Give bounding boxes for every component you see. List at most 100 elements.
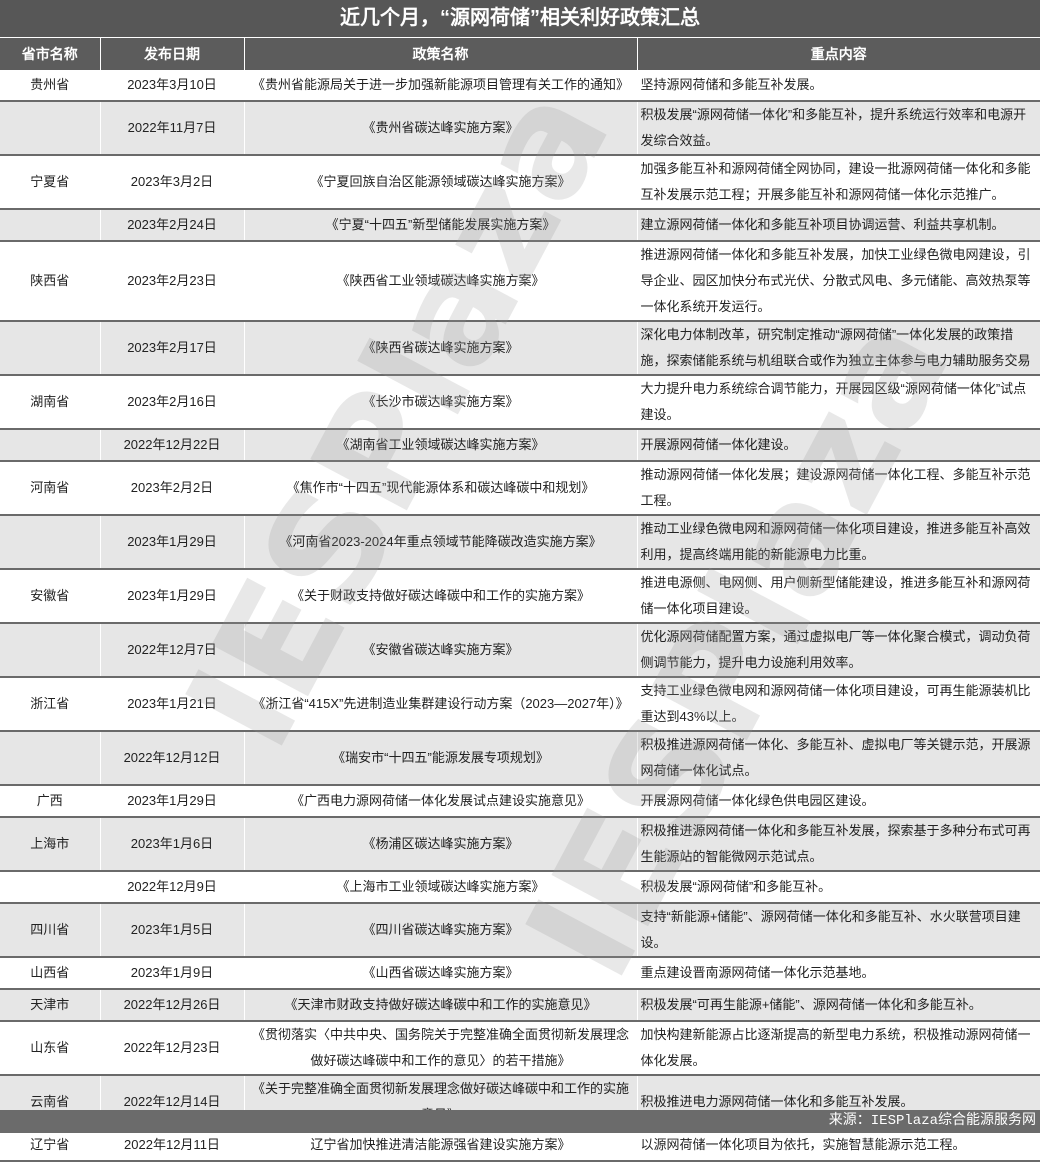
table-row: 2022年12月12日 《瑞安市“十四五”能源发展专项规划》 积极推进源网荷储一体化… xyxy=(0,731,1040,786)
cell-content: 加快构建新能源占比逐渐提高的新型电力系统，积极推动源网荷储一体化发展。 xyxy=(637,1021,1040,1076)
cell-province: 贵州省 xyxy=(0,70,101,102)
cell-province: 河南省 xyxy=(0,461,101,516)
cell-province: 安徽省 xyxy=(0,569,101,624)
table-row: 2022年11月7日 《贵州省碳达峰实施方案》 积极发展“源网荷储一体化”和多能互补… xyxy=(0,101,1040,156)
cell-policy: 《焦作市“十四五”现代能源体系和碳达峰碳中和规划》 xyxy=(244,461,638,516)
cell-province: 湖南省 xyxy=(0,375,101,430)
cell-date: 2023年1月29日 xyxy=(100,515,245,570)
cell-province: 四川省 xyxy=(0,903,101,958)
table-row: 贵州省 2023年3月10日 《贵州省能源局关于进一步加强新能源项目管理有关工作的通… xyxy=(0,70,1040,102)
header-content: 重点内容 xyxy=(637,38,1040,70)
cell-content: 深化电力体制改革，研究制定推动“源网荷储”一体化发展的政策措施，探索储能系统与机… xyxy=(637,321,1040,376)
cell-province: 辽宁省 xyxy=(0,1129,101,1162)
cell-province xyxy=(0,515,101,570)
cell-date: 2022年12月26日 xyxy=(100,989,245,1022)
cell-date: 2023年1月9日 xyxy=(100,957,245,990)
cell-province xyxy=(0,209,101,242)
cell-policy: 《宁夏回族自治区能源领域碳达峰实施方案》 xyxy=(244,155,638,210)
cell-content: 开展源网荷储一体化绿色供电园区建设。 xyxy=(637,785,1040,818)
cell-province: 宁夏省 xyxy=(0,155,101,210)
table-row: 浙江省 2023年1月21日 《浙江省“415X”先进制造业集群建设行动方案（202… xyxy=(0,677,1040,732)
cell-policy: 《瑞安市“十四五”能源发展专项规划》 xyxy=(244,731,638,786)
cell-policy: 《陕西省碳达峰实施方案》 xyxy=(244,321,638,376)
cell-date: 2022年12月22日 xyxy=(100,429,245,462)
cell-content: 积极推进源网荷储一体化、多能互补、虚拟电厂等关键示范，开展源网荷储一体化试点。 xyxy=(637,731,1040,786)
cell-content: 加强多能互补和源网荷储全网协同，建设一批源网荷储一体化和多能互补发展示范工程；开… xyxy=(637,155,1040,210)
table-row: 2022年12月9日 《上海市工业领域碳达峰实施方案》 积极发展“源网荷储”和多能互… xyxy=(0,871,1040,904)
cell-content: 大力提升电力系统综合调节能力，开展园区级“源网荷储一体化”试点建设。 xyxy=(637,375,1040,430)
cell-content: 推动源网荷储一体化发展；建设源网荷储一体化工程、多能互补示范工程。 xyxy=(637,461,1040,516)
cell-province: 浙江省 xyxy=(0,677,101,732)
table-row: 2023年1月29日 《河南省2023-2024年重点领域节能降碳改造实施方案》推… xyxy=(0,515,1040,570)
cell-date: 2023年1月29日 xyxy=(100,569,245,624)
table-row: 四川省 2023年1月5日 《四川省碳达峰实施方案》 支持“新能源+储能”、源网荷储一… xyxy=(0,903,1040,958)
cell-content: 推进电源侧、电网侧、用户侧新型储能建设，推进多能互补和源网荷储一体化项目建设。 xyxy=(637,569,1040,624)
header-province: 省市名称 xyxy=(0,38,101,70)
page-title: 近几个月，“源网荷储”相关利好政策汇总 xyxy=(0,0,1040,38)
cell-date: 2023年2月17日 xyxy=(100,321,245,376)
cell-policy: 《宁夏“十四五”新型储能发展实施方案》 xyxy=(244,209,638,242)
cell-content: 以源网荷储一体化项目为依托，实施智慧能源示范工程。 xyxy=(637,1129,1040,1162)
cell-date: 2022年12月12日 xyxy=(100,731,245,786)
cell-content: 开展源网荷储一体化建设。 xyxy=(637,429,1040,462)
cell-policy: 《贯彻落实〈中共中央、国务院关于完整准确全面贯彻新发展理念做好碳达峰碳中和工作的… xyxy=(244,1021,638,1076)
cell-province xyxy=(0,101,101,156)
table-header-row: 省市名称 发布日期 政策名称 重点内容 xyxy=(0,38,1040,70)
header-date: 发布日期 xyxy=(100,38,245,70)
cell-date: 2023年3月10日 xyxy=(100,70,245,102)
table-row: 2022年12月7日 《安徽省碳达峰实施方案》 优化源网荷储配置方案，通过虚拟电厂等… xyxy=(0,623,1040,678)
cell-date: 2022年11月7日 xyxy=(100,101,245,156)
cell-content: 积极推进源网荷储一体化和多能互补发展，探索基于多种分布式可再生能源站的智能微网示… xyxy=(637,817,1040,872)
cell-policy: 《贵州省碳达峰实施方案》 xyxy=(244,101,638,156)
cell-date: 2023年2月2日 xyxy=(100,461,245,516)
cell-content: 积极发展“可再生能源+储能”、源网荷储一体化和多能互补。 xyxy=(637,989,1040,1022)
cell-policy: 《浙江省“415X”先进制造业集群建设行动方案（2023—2027年）》 xyxy=(244,677,638,732)
table-row: 辽宁省 2022年12月11日 辽宁省加快推进清洁能源强省建设实施方案》 以源网荷储一… xyxy=(0,1129,1040,1162)
cell-content: 建立源网荷储一体化和多能互补项目协调运营、利益共享机制。 xyxy=(637,209,1040,242)
cell-province xyxy=(0,429,101,462)
cell-province: 上海市 xyxy=(0,817,101,872)
cell-content: 推动工业绿色微电网和源网荷储一体化项目建设，推进多能互补高效利用，提高终端用能的… xyxy=(637,515,1040,570)
cell-policy: 辽宁省加快推进清洁能源强省建设实施方案》 xyxy=(244,1129,638,1162)
table-row: 河南省 2023年2月2日 《焦作市“十四五”现代能源体系和碳达峰碳中和规划》 推动源… xyxy=(0,461,1040,516)
cell-date: 2022年12月9日 xyxy=(100,871,245,904)
cell-content: 支持“新能源+储能”、源网荷储一体化和多能互补、水火联营项目建设。 xyxy=(637,903,1040,958)
table-row: 安徽省 2023年1月29日 《关于财政支持做好碳达峰碳中和工作的实施方案》 推进电源… xyxy=(0,569,1040,624)
table-row: 上海市 2023年1月6日 《杨浦区碳达峰实施方案》 积极推进源网荷储一体化和多能互补… xyxy=(0,817,1040,872)
table-row: 陕西省 2023年2月23日 《陕西省工业领域碳达峰实施方案》 推进源网荷储一体化和多… xyxy=(0,241,1040,322)
cell-content: 积极发展“源网荷储一体化”和多能互补，提升系统运行效率和电源开发综合效益。 xyxy=(637,101,1040,156)
cell-date: 2023年1月21日 xyxy=(100,677,245,732)
table-row: 天津市 2022年12月26日 《天津市财政支持做好碳达峰碳中和工作的实施意见》 积极… xyxy=(0,989,1040,1022)
cell-policy: 《陕西省工业领域碳达峰实施方案》 xyxy=(244,241,638,322)
cell-content: 支持工业绿色微电网和源网荷储一体化项目建设，可再生能源装机比重达到43%以上。 xyxy=(637,677,1040,732)
cell-date: 2023年2月16日 xyxy=(100,375,245,430)
cell-province xyxy=(0,623,101,678)
cell-date: 2023年1月5日 xyxy=(100,903,245,958)
cell-policy: 《广西电力源网荷储一体化发展试点建设实施意见》 xyxy=(244,785,638,818)
table-row: 2022年12月22日 《湖南省工业领域碳达峰实施方案》 开展源网荷储一体化建设。 xyxy=(0,429,1040,462)
source-footer: 来源：IESPlaza综合能源服务网 xyxy=(0,1110,1040,1133)
cell-date: 2023年1月29日 xyxy=(100,785,245,818)
table-row: 宁夏省 2023年3月2日 《宁夏回族自治区能源领域碳达峰实施方案》 加强多能互补和源… xyxy=(0,155,1040,210)
cell-policy: 《贵州省能源局关于进一步加强新能源项目管理有关工作的通知》 xyxy=(244,70,638,102)
table-row: 山西省 2023年1月9日 《山西省碳达峰实施方案》 重点建设晋南源网荷储一体化示范基… xyxy=(0,957,1040,990)
cell-policy: 《四川省碳达峰实施方案》 xyxy=(244,903,638,958)
table-row: 山东省 2022年12月23日 《贯彻落实〈中共中央、国务院关于完整准确全面贯彻新发… xyxy=(0,1021,1040,1076)
cell-date: 2022年12月7日 xyxy=(100,623,245,678)
cell-date: 2022年12月23日 xyxy=(100,1021,245,1076)
cell-province xyxy=(0,731,101,786)
table-row: 2023年2月17日 《陕西省碳达峰实施方案》 深化电力体制改革，研究制定推动“源网… xyxy=(0,321,1040,376)
cell-policy: 《河南省2023-2024年重点领域节能降碳改造实施方案》 xyxy=(244,515,638,570)
cell-policy: 《湖南省工业领域碳达峰实施方案》 xyxy=(244,429,638,462)
table-row: 广西 2023年1月29日 《广西电力源网荷储一体化发展试点建设实施意见》 开展源网荷… xyxy=(0,785,1040,818)
cell-province: 天津市 xyxy=(0,989,101,1022)
cell-content: 积极发展“源网荷储”和多能互补。 xyxy=(637,871,1040,904)
cell-date: 2023年2月24日 xyxy=(100,209,245,242)
cell-content: 重点建设晋南源网荷储一体化示范基地。 xyxy=(637,957,1040,990)
cell-policy: 《天津市财政支持做好碳达峰碳中和工作的实施意见》 xyxy=(244,989,638,1022)
cell-province: 广西 xyxy=(0,785,101,818)
cell-date: 2023年3月2日 xyxy=(100,155,245,210)
cell-policy: 《山西省碳达峰实施方案》 xyxy=(244,957,638,990)
cell-province: 山西省 xyxy=(0,957,101,990)
table-row: 2023年2月24日 《宁夏“十四五”新型储能发展实施方案》 建立源网荷储一体化和多… xyxy=(0,209,1040,242)
